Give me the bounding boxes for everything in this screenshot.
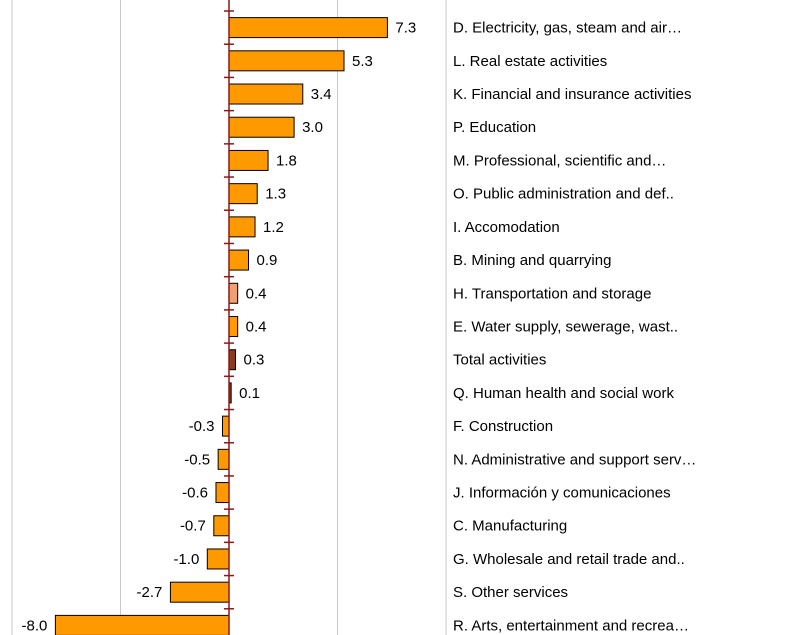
bar [217, 448, 230, 470]
category-label: P. Education [453, 119, 536, 136]
value-label: 0.9 [257, 252, 278, 269]
value-label: -0.3 [189, 418, 215, 435]
category-label: C. Manufacturing [453, 518, 567, 535]
value-label: -8.0 [22, 617, 48, 634]
bar [228, 50, 345, 72]
bar [215, 482, 230, 504]
bar [169, 581, 230, 603]
bar [228, 116, 295, 138]
category-label: E. Water supply, sewerage, wast.. [453, 318, 678, 335]
category-label: I. Accomodation [453, 219, 560, 236]
category-label: M. Professional, scientific and… [453, 152, 666, 169]
bar [228, 316, 239, 337]
category-label: R. Arts, entertainment and recrea… [453, 617, 689, 634]
value-label: 5.3 [352, 53, 373, 70]
bar [228, 216, 256, 238]
value-label: 0.3 [244, 352, 265, 369]
bar [221, 415, 230, 437]
bar [228, 83, 304, 105]
value-label: 0.4 [246, 285, 267, 302]
bar [228, 183, 258, 205]
bar [228, 249, 250, 271]
category-label: H. Transportation and storage [453, 285, 651, 302]
value-label: 3.4 [311, 86, 332, 103]
value-label: -0.5 [184, 451, 210, 468]
value-label: 3.0 [302, 119, 323, 136]
value-label: -0.6 [182, 485, 208, 502]
category-label: F. Construction [453, 418, 553, 435]
value-label: 7.3 [395, 20, 416, 37]
bar [54, 614, 230, 635]
bar [213, 515, 230, 537]
category-label: G. Wholesale and retail trade and.. [453, 551, 685, 568]
category-label: K. Financial and insurance activities [453, 86, 691, 103]
bar [228, 349, 237, 371]
category-label: L. Real estate activities [453, 53, 607, 70]
bar [206, 548, 230, 570]
value-label: 1.2 [263, 219, 284, 236]
category-label: Total activities [453, 352, 546, 369]
value-label: -2.7 [137, 584, 163, 601]
category-label: N. Administrative and support serv… [453, 451, 696, 468]
value-label: -1.0 [173, 551, 199, 568]
bar [228, 17, 388, 39]
category-label: S. Other services [453, 584, 568, 601]
value-label: 1.3 [265, 186, 286, 203]
category-label: D. Electricity, gas, steam and air… [453, 20, 682, 37]
bar [228, 282, 239, 304]
value-label: 1.8 [276, 152, 297, 169]
value-label: -0.7 [180, 518, 206, 535]
bar [228, 149, 269, 171]
category-label: J. Información y comunicaciones [453, 485, 671, 502]
category-label: Q. Human health and social work [453, 385, 674, 402]
value-label: 0.4 [246, 318, 267, 335]
category-label: B. Mining and quarrying [453, 252, 611, 269]
category-label: O. Public administration and def.. [453, 186, 674, 203]
value-label: 0.1 [239, 385, 260, 402]
